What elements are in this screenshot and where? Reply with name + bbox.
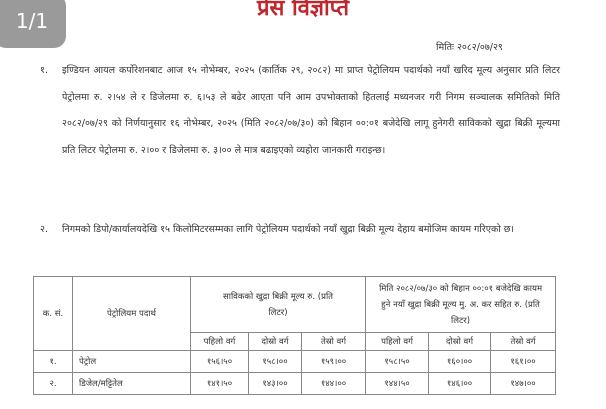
subheader: पहिलो वर्ग [190,332,249,351]
subheader: पहिलो वर्ग [365,332,430,351]
paragraph-number: २. [40,224,48,235]
subheader: तेस्रो वर्ग [490,332,557,351]
paragraph-2: २. निगमको डिपो/कार्यालयदेखि १५ किलोमिटरस… [40,217,570,242]
cell-price: १४७।०० [490,372,557,395]
header-old-price: साविकको खुद्रा बिक्री मूल्य रु. (प्रति ल… [189,276,367,333]
cell-price: १५९।०० [300,350,367,373]
price-table: क. सं. पेट्रोलियम पदार्थ साविकको खुद्रा … [33,276,557,395]
cell-price: १४६।०० [428,372,492,395]
subheader: तेस्रो वर्ग [300,332,367,351]
paragraph-text: इण्डियन आयल कर्पोरेशनबाट आज १५ नोभेम्बर,… [62,65,560,156]
header-sn: क. सं. [33,276,73,351]
cell-price: १६०।०० [428,350,492,373]
page-counter-badge: 1/1 [0,0,66,48]
cell-price: १५८।५० [365,350,430,373]
header-product: पेट्रोलियम पदार्थ [72,276,191,351]
cell-sn: १. [33,350,73,373]
cell-price: १५८।०० [248,350,302,373]
paragraph-text: निगमको डिपो/कार्यालयदेखि १५ किलोमिटरसम्म… [62,224,515,235]
cell-price: १६१।०० [490,350,557,373]
cell-price: १५६।५० [190,350,249,373]
subheader: दोस्रो वर्ग [248,332,302,351]
cell-price: १४१।५० [190,372,249,395]
paragraph-1: १. इण्डियन आयल कर्पोरेशनबाट आज १५ नोभेम्… [40,58,560,164]
cell-product: डिजेल/मट्टितेल [72,372,191,395]
notice-date: मितिः २०८२/०७/२९ [436,42,503,53]
cell-price: १४४।०० [300,372,367,395]
table-row: २. डिजेल/मट्टितेल १४१।५० १४३।०० १४४।०० १… [33,372,557,395]
header-new-price: मिति २०८२/०७/३० को बिहान ००:०१ बजेदेखि क… [365,276,557,333]
cell-sn: २. [33,372,73,395]
cell-price: १४४।५० [365,372,430,395]
table-row: १. पेट्रोल १५६।५० १५८।०० १५९।०० १५८।५० १… [33,350,557,373]
subheader: दोस्रो वर्ग [428,332,492,351]
cell-price: १४३।०० [248,372,302,395]
cell-product: पेट्रोल [72,350,191,373]
page-title: प्रेस विज्ञप्ति [256,0,350,21]
paragraph-number: १. [40,65,48,76]
